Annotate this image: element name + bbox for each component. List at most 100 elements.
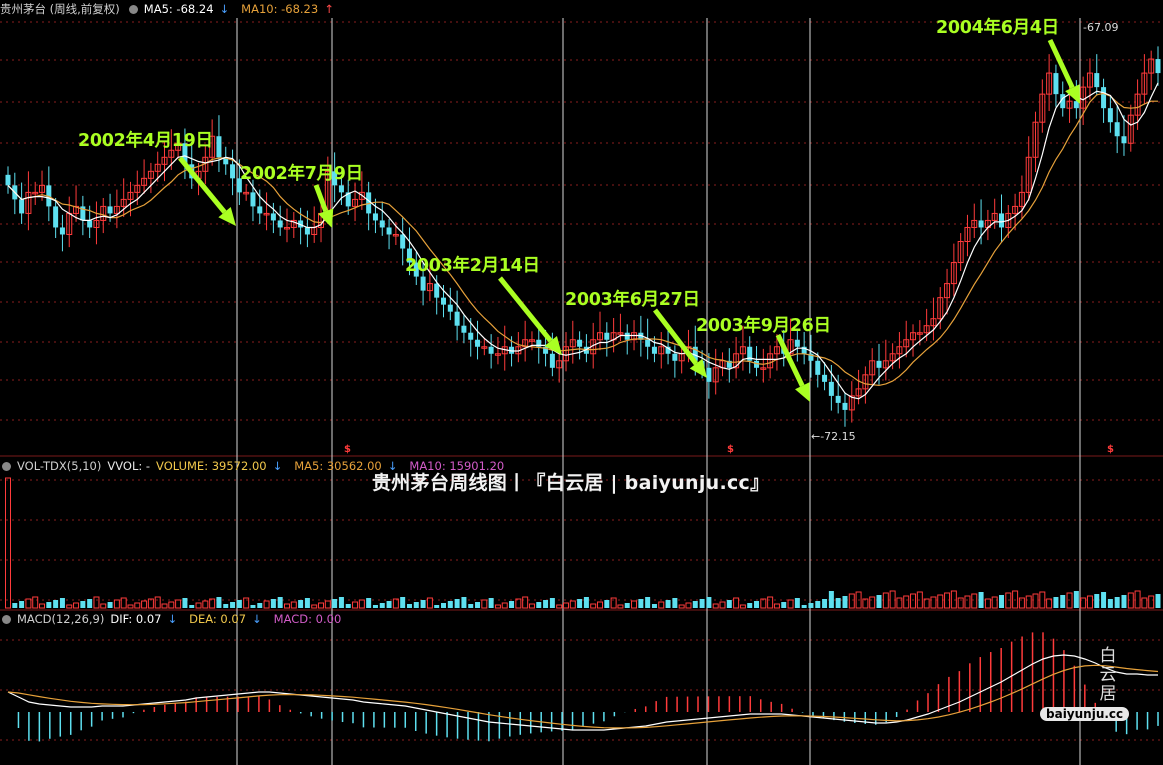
settings-icon[interactable] [2,615,11,624]
candle-body [556,360,563,369]
volume-bar [808,603,814,608]
candle-body [808,353,814,361]
candle-body [141,177,148,186]
annotation-arrow [178,156,227,214]
candle-body [869,360,876,376]
volume-bar [835,598,841,608]
vvol-readout: VVOL: - [107,459,151,473]
candle-body [1025,156,1032,193]
candle-body [549,353,555,368]
settings-icon[interactable] [128,5,138,14]
volume-bar [747,603,753,608]
candle-body [910,332,917,341]
candle-body [32,191,39,195]
annotation-arrow [653,308,699,366]
candle-body [434,283,440,298]
candle-body [298,220,304,228]
candle-body [760,367,767,370]
ma10-line [7,92,1158,387]
candle-body [739,346,746,355]
candle-body [964,226,971,242]
settings-icon[interactable] [2,462,11,471]
volume-bar [712,603,719,609]
candle-body [358,191,365,200]
candle-body [263,212,270,216]
volume-bar [1155,594,1161,608]
volume-bar [726,600,732,608]
dif-readout: DIF: 0.07 ↓ [110,612,183,626]
candle-body [876,360,882,368]
volume-bar [760,598,767,609]
candle-body [944,283,951,299]
volume-bar [1141,597,1148,609]
volume-bar [1127,592,1134,609]
volume-bar [617,604,624,609]
volume-bar [509,601,515,608]
volume-bar [406,604,412,608]
candle-body [147,170,154,179]
candle-body [154,163,161,172]
candle-body [569,339,576,348]
candle-body [1086,72,1093,88]
volume-bar [597,601,604,609]
candle-body [488,346,494,354]
volume-bar [549,598,555,608]
volume-bar [366,598,372,608]
volume-bar [651,604,657,608]
candle-body [957,241,964,264]
volume-bar [134,602,141,609]
volume-bar [828,591,834,608]
volume-bar [781,602,787,608]
volume-bar [46,602,52,608]
candle-body [209,135,216,158]
volume-bar [604,600,610,608]
candle-body [304,227,310,235]
volume-bar [1134,590,1141,609]
annotation-label: 2002年7月9日 [240,164,363,184]
volume-bar [100,603,107,609]
candle-body [127,191,134,200]
candle-body [692,346,698,361]
volume-bar [481,599,488,609]
volume-bar [515,598,522,609]
volume-bar [338,597,344,608]
candle-body [113,205,120,214]
volume-bar [876,595,882,608]
candle-body [665,346,671,354]
candle-body [624,332,630,340]
macd-readout: MACD: 0.00 [273,612,342,626]
volume-bar [209,598,216,609]
candle-body [767,353,774,369]
candle-body [100,205,107,221]
volume-bar [678,604,685,609]
candle-body [39,184,46,193]
annotation-label: 2002年4月19日 [78,131,213,151]
volume-bar [569,600,576,609]
volume-bar [93,596,100,609]
volume-bar [978,592,984,608]
volume-bar [1080,597,1087,609]
candle-body [73,205,80,214]
candle-body [5,174,11,186]
volume-bar [848,593,855,609]
candle-body [747,346,753,361]
volume-bar [706,597,712,608]
volume-bar [916,591,923,609]
candle-body [386,227,392,235]
volume-bar [32,596,39,609]
candle-body [332,171,338,186]
volume-bar [53,600,59,608]
down-arrow-icon: ↓ [167,612,178,626]
candle-body [223,157,229,165]
volume-bar [910,593,917,609]
candle-body [290,219,297,228]
candle-body [903,339,910,348]
volume-bar [869,596,876,609]
volume-bar [175,599,182,609]
volume-bar [257,603,263,608]
candle-body [787,339,794,355]
candle-body [1053,73,1059,95]
candle-body [1114,122,1120,137]
volume-bar [733,597,740,609]
volume-bar [243,597,250,609]
